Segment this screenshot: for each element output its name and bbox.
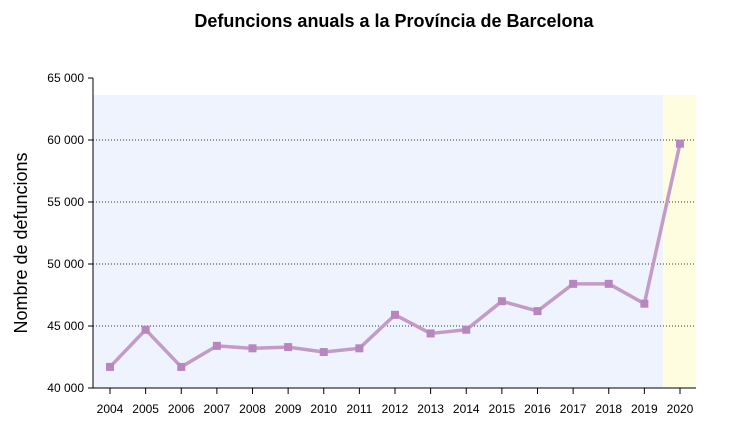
x-tick-label: 2006 [168, 402, 195, 416]
data-point-2020 [676, 139, 684, 148]
x-tick-label: 2011 [346, 402, 372, 416]
plot-background [93, 95, 664, 388]
data-point-2018 [604, 279, 613, 288]
x-tick-label: 2007 [204, 402, 231, 416]
data-point-2010 [319, 348, 328, 357]
x-tick-label: 2020 [667, 402, 694, 416]
data-point-2007 [212, 341, 221, 350]
y-tick-label: 45 000 [47, 319, 84, 333]
data-point-2014 [462, 325, 471, 334]
data-point-2006 [177, 362, 186, 371]
x-tick-label: 2010 [310, 402, 337, 416]
y-tick-label: 40 000 [47, 381, 84, 395]
x-tick-label: 2016 [524, 402, 551, 416]
data-point-2013 [426, 329, 435, 338]
chart-title: Defuncions anuals a la Província de Barc… [194, 11, 594, 31]
data-point-2016 [533, 307, 542, 316]
data-point-2015 [497, 297, 506, 306]
x-tick-label: 2017 [560, 402, 587, 416]
x-tick-label: 2014 [453, 402, 480, 416]
data-point-2004 [106, 362, 114, 371]
x-tick-label: 2018 [595, 402, 622, 416]
x-tick-label: 2012 [382, 402, 409, 416]
data-point-2005 [141, 325, 150, 334]
y-axis-label: Nombre de defuncions [11, 152, 31, 333]
data-point-2017 [569, 279, 578, 288]
x-tick-label: 2015 [489, 402, 516, 416]
data-point-2009 [284, 343, 293, 352]
data-point-2011 [355, 344, 364, 353]
x-tick-label: 2004 [97, 402, 124, 416]
data-point-2019 [640, 299, 649, 308]
y-tick-label: 65 000 [47, 71, 84, 85]
y-tick-label: 60 000 [47, 133, 84, 147]
highlight-band-2020 [663, 95, 696, 388]
x-tick-label: 2008 [239, 402, 266, 416]
y-tick-label: 55 000 [47, 195, 84, 209]
x-tick-label: 2005 [132, 402, 159, 416]
data-point-2012 [391, 310, 399, 319]
x-tick-label: 2019 [631, 402, 658, 416]
x-tick-label: 2013 [417, 402, 444, 416]
data-point-2008 [248, 344, 257, 353]
x-tick-label: 2009 [275, 402, 302, 416]
y-tick-label: 50 000 [47, 257, 84, 271]
